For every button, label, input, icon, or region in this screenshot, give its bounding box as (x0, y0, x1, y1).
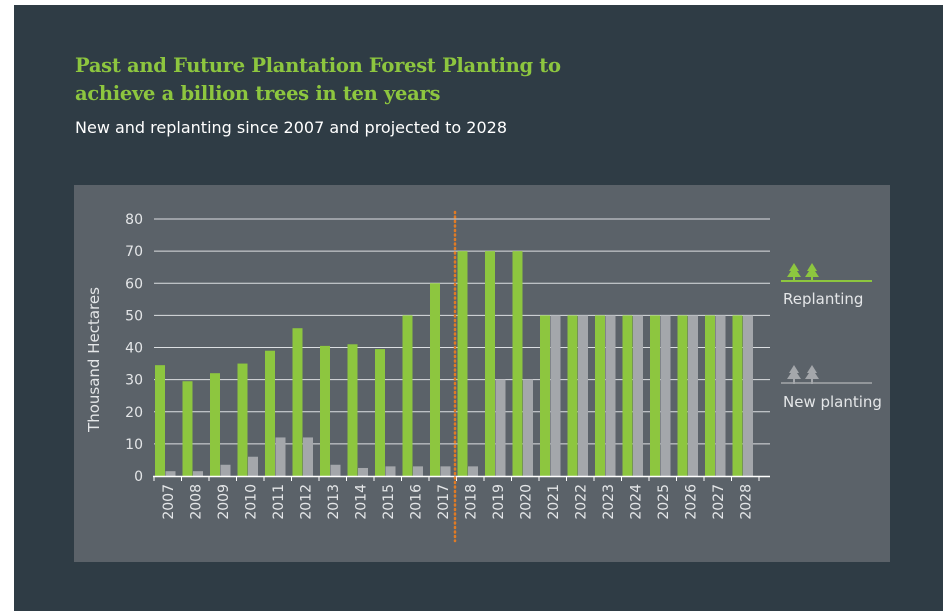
legend-item-replanting: Replanting (781, 263, 872, 308)
x-axis (153, 475, 770, 481)
legend-label: Replanting (783, 290, 863, 308)
x-tick-label: 2017 (436, 484, 452, 520)
bar-replanting-2020 (512, 251, 523, 476)
bar-new-planting-2011 (275, 437, 286, 476)
bar-new-planting-2016 (413, 466, 423, 476)
x-tick-label: 2008 (188, 484, 204, 520)
y-tick-label: 70 (125, 244, 143, 260)
bars (155, 251, 753, 476)
y-axis-label: Thousand Hectares (85, 287, 103, 433)
bar-new-planting-2017 (440, 466, 451, 476)
tree-icon (805, 365, 819, 384)
bar-new-planting-2008 (193, 471, 203, 476)
bar-replanting-2014 (347, 344, 358, 476)
bar-new-planting-2021 (550, 315, 561, 476)
bar-new-planting-2014 (358, 467, 368, 476)
x-tick-label: 2010 (243, 484, 259, 520)
bar-replanting-2028 (732, 315, 743, 476)
bar-new-planting-2028 (743, 315, 753, 476)
bar-chart: 0 10 20 30 40 50 60 70 80 Thousand Hectares 2007… (85, 210, 882, 543)
y-tick-label: 10 (125, 437, 143, 453)
x-tick-label: 2025 (656, 484, 672, 520)
x-tick-label: 2014 (353, 484, 369, 520)
bar-replanting-2015 (375, 349, 385, 476)
chart-title: Past and Future Plantation Forest Planti… (75, 54, 561, 105)
tree-icon (787, 365, 801, 384)
legend-label: New planting (783, 393, 882, 411)
bar-replanting-2012 (292, 328, 303, 476)
plot-area: 0 10 20 30 40 50 60 70 80 Thousand Hectares 2007… (74, 185, 890, 562)
bar-replanting-2023 (595, 315, 605, 476)
x-tick-label: 2019 (491, 484, 507, 520)
bar-replanting-2013 (320, 345, 330, 476)
bar-new-planting-2009 (220, 464, 231, 476)
legend-item-new-planting: New planting (781, 365, 882, 411)
y-axis-ticks: 0 10 20 30 40 50 60 70 80 (125, 212, 143, 485)
bar-replanting-2008 (182, 381, 193, 476)
bar-replanting-2025 (650, 315, 660, 476)
bar-replanting-2022 (567, 315, 578, 476)
bar-new-planting-2023 (605, 315, 616, 476)
bar-replanting-2021 (540, 315, 550, 476)
x-tick-label: 2023 (601, 484, 617, 520)
bar-replanting-2024 (622, 315, 633, 476)
x-tick-label: 2024 (628, 484, 644, 520)
bar-replanting-2016 (402, 315, 413, 476)
x-axis-ticks: 2007 2008 2009 2010 2011 2012 2013 2014 2015 2016… (161, 484, 755, 520)
bar-new-planting-2007 (165, 471, 176, 476)
bar-replanting-2018 (457, 251, 468, 476)
bar-new-planting-2022 (578, 315, 588, 476)
bar-replanting-2011 (265, 350, 275, 476)
legend: Replanting New planting (781, 263, 882, 411)
tree-icon (805, 263, 819, 282)
bar-replanting-2017 (430, 283, 440, 476)
bar-new-planting-2027 (715, 315, 726, 476)
x-tick-label: 2015 (381, 484, 397, 520)
bar-new-planting-2018 (468, 466, 478, 476)
y-tick-label: 30 (125, 373, 143, 389)
x-tick-label: 2012 (298, 484, 314, 520)
x-tick-label: 2028 (738, 484, 754, 520)
bar-new-planting-2020 (523, 379, 533, 476)
x-tick-label: 2022 (573, 484, 589, 520)
y-tick-label: 50 (125, 308, 143, 324)
y-tick-label: 60 (125, 276, 143, 292)
bar-replanting-2010 (237, 363, 248, 476)
bar-replanting-2019 (485, 251, 495, 476)
bar-replanting-2027 (705, 315, 715, 476)
y-tick-label: 80 (125, 212, 143, 228)
x-tick-label: 2007 (161, 484, 177, 520)
y-tick-label: 40 (125, 341, 143, 357)
x-tick-label: 2027 (711, 484, 727, 520)
x-tick-label: 2021 (546, 484, 562, 520)
x-tick-label: 2018 (463, 484, 479, 520)
x-tick-label: 2020 (518, 484, 534, 520)
x-tick-label: 2009 (216, 484, 232, 520)
x-tick-label: 2026 (683, 484, 699, 520)
bar-new-planting-2010 (248, 456, 258, 476)
y-tick-label: 20 (125, 405, 143, 421)
bar-new-planting-2015 (385, 466, 396, 476)
bar-new-planting-2024 (633, 315, 643, 476)
bar-replanting-2009 (210, 373, 220, 476)
x-tick-label: 2011 (271, 484, 287, 520)
bar-new-planting-2012 (303, 437, 313, 476)
bar-new-planting-2013 (330, 464, 341, 476)
bar-new-planting-2019 (495, 379, 506, 476)
bar-new-planting-2026 (688, 315, 698, 476)
chart-panel: Past and Future Plantation Forest Planti… (14, 5, 943, 611)
chart-subtitle: New and replanting since 2007 and projec… (75, 118, 508, 137)
bar-replanting-2007 (155, 365, 165, 476)
bar-new-planting-2025 (660, 315, 671, 476)
y-tick-label: 0 (134, 469, 143, 485)
bar-replanting-2026 (677, 315, 688, 476)
x-tick-label: 2013 (326, 484, 342, 520)
x-tick-label: 2016 (408, 484, 424, 520)
tree-icon (787, 263, 801, 282)
